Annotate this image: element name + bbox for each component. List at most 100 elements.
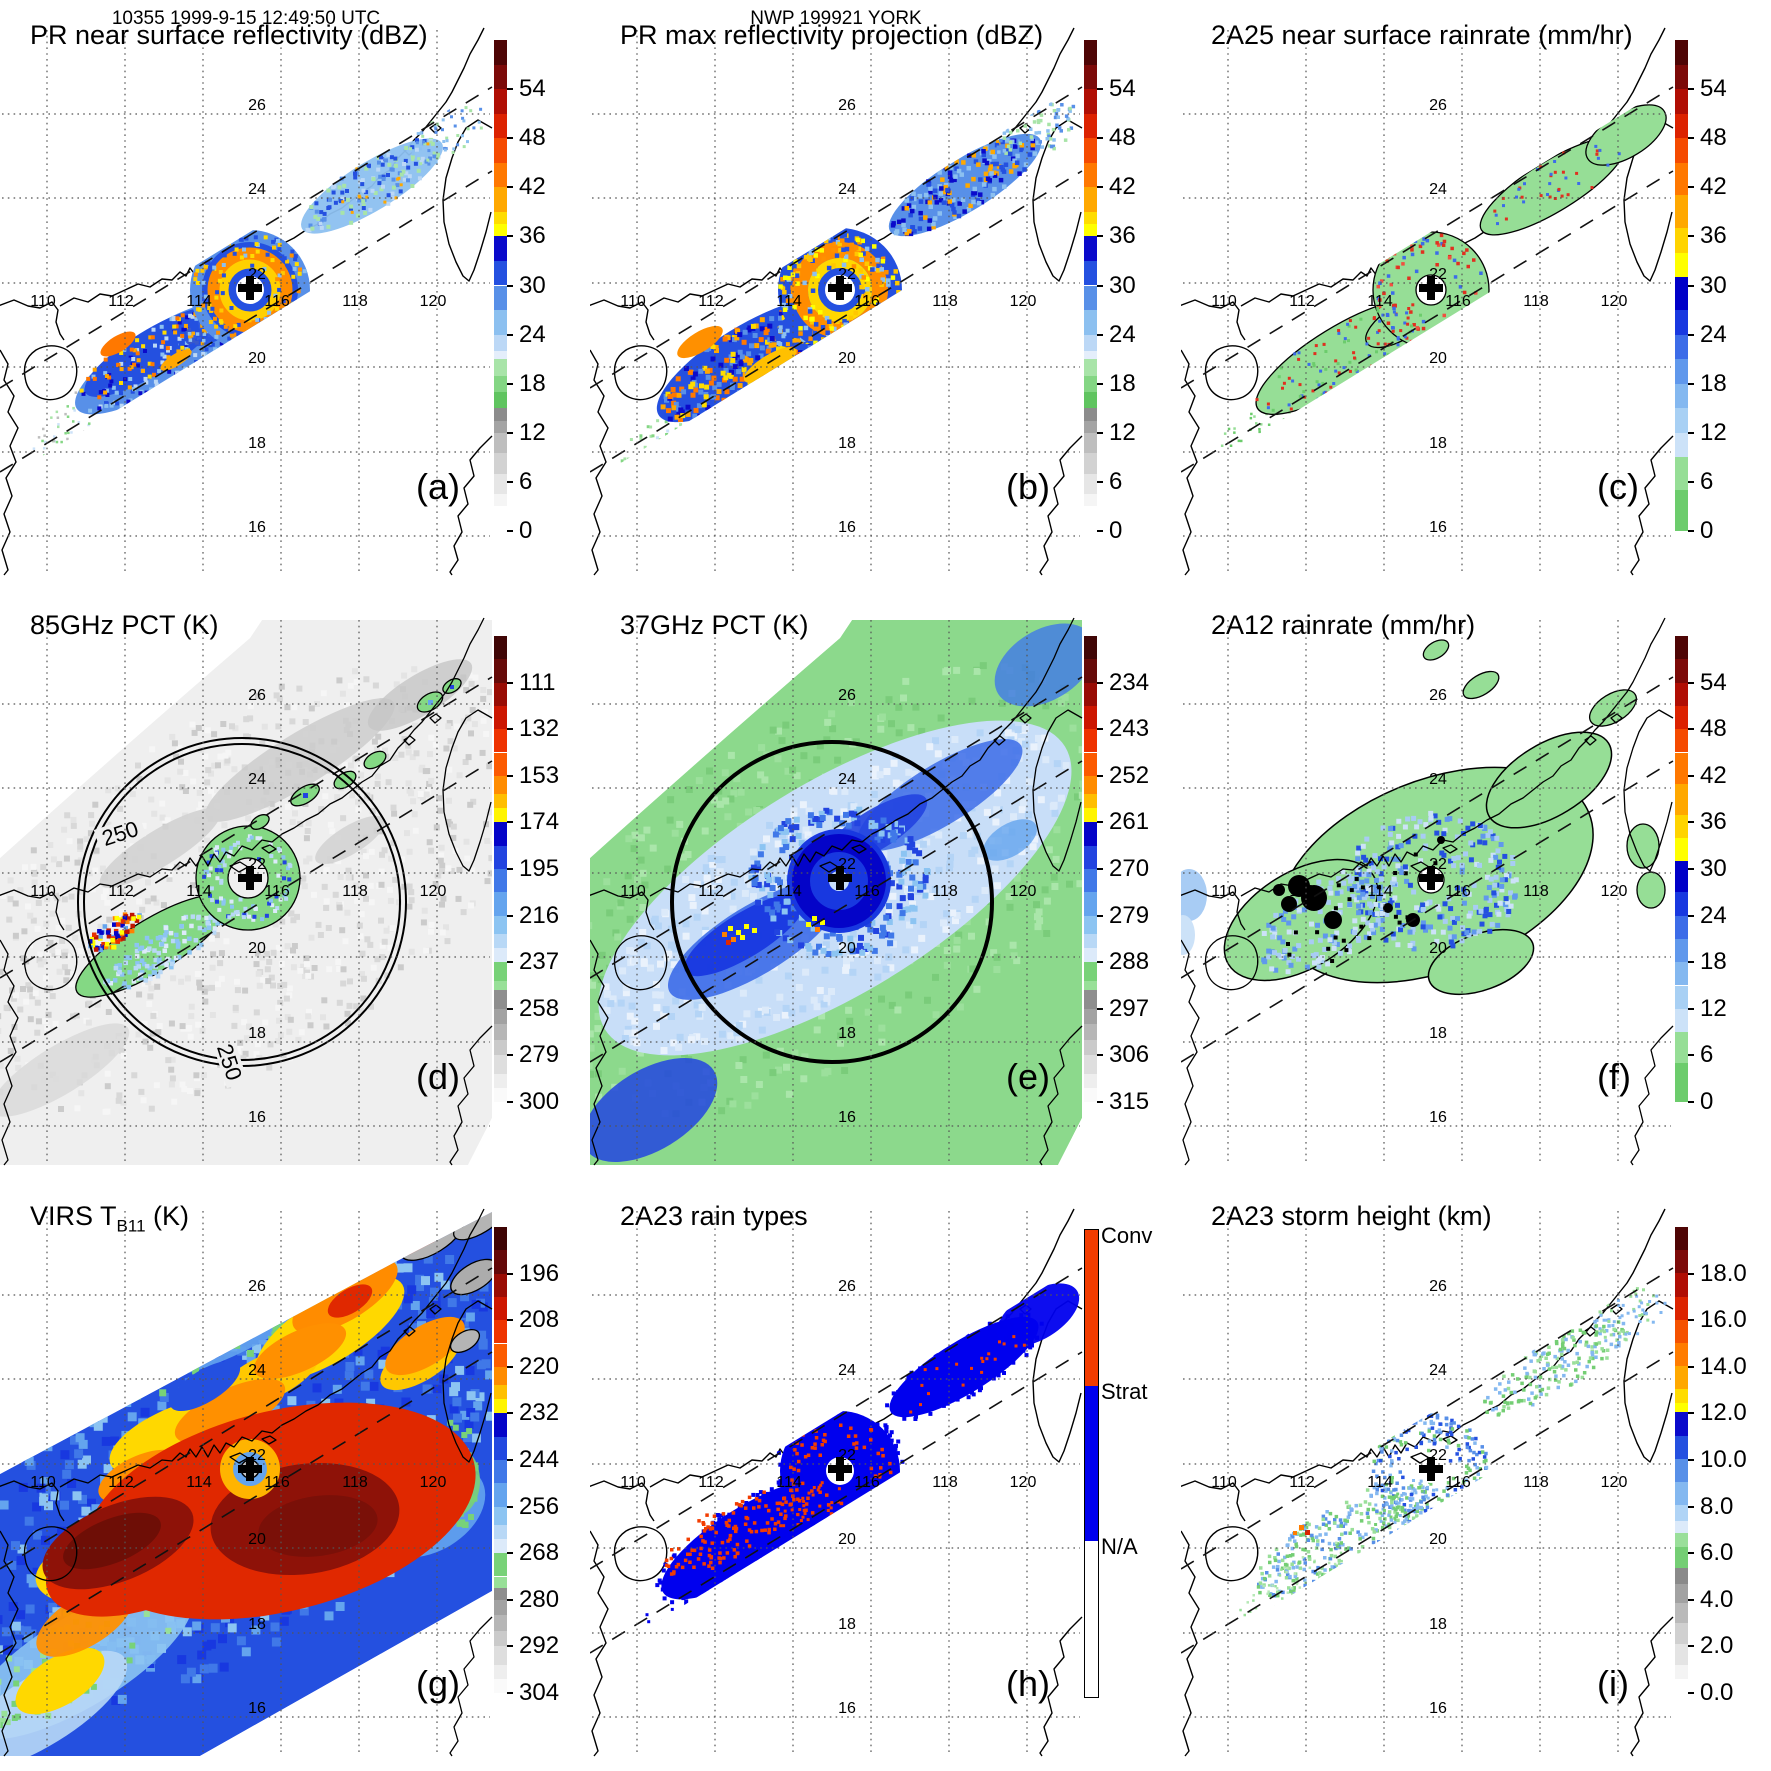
latitude-label: 24 xyxy=(248,1362,266,1379)
colorbar-tick-mark xyxy=(1097,728,1103,731)
coastline xyxy=(1584,735,1597,746)
coastline xyxy=(449,435,493,576)
colorbar-segment xyxy=(494,1436,507,1460)
coastline xyxy=(1032,709,1083,872)
colorbar-tick-label: 18 xyxy=(1700,948,1727,976)
colorbar-segment xyxy=(1084,40,1097,65)
colorbar-segment xyxy=(1084,89,1097,114)
colorbar-segment xyxy=(1084,506,1097,531)
colorbar-segment xyxy=(1675,1063,1688,1102)
colorbar-tick-mark xyxy=(1688,480,1694,483)
longitude-label: 116 xyxy=(264,1474,290,1491)
colorbar-segment xyxy=(494,334,507,351)
latitude-label: 16 xyxy=(838,519,856,536)
colorbar-tick-label: 300 xyxy=(519,1088,560,1115)
coastline xyxy=(590,939,609,1166)
colorbar-tick-label: 196 xyxy=(519,1259,560,1287)
colorbar-segment xyxy=(494,845,507,869)
colorbar-segment xyxy=(494,822,507,846)
colorbar-segment xyxy=(1675,814,1688,838)
longitude-label: 120 xyxy=(1601,1474,1628,1491)
longitude-label: 120 xyxy=(1601,883,1628,900)
colorbar-tick-label: 6 xyxy=(1109,467,1123,495)
colorbar-segment xyxy=(494,729,507,753)
colorbar-tick-label: 18 xyxy=(1109,369,1136,397)
colorbar-tick-mark xyxy=(1688,914,1694,917)
colorbar-bar xyxy=(1675,636,1688,1102)
swath-edge-line xyxy=(0,86,493,389)
colorbar-segment xyxy=(1084,962,1097,981)
coastline xyxy=(851,844,867,854)
colorbar-tick-label: 280 xyxy=(519,1585,560,1613)
coastline xyxy=(0,299,65,341)
latitude-label: 18 xyxy=(1429,1616,1447,1633)
panel-f: 26 24 22 20 18 16 110 112 114 116 118 120 2A12 rain… xyxy=(1181,590,1771,1180)
colorbar-tick-mark xyxy=(1688,1505,1694,1508)
colorbar-tick-mark xyxy=(1097,1101,1103,1103)
data-layer-f xyxy=(1181,639,1666,996)
longitude-label: 110 xyxy=(30,883,56,900)
swath-edge-line xyxy=(1181,676,1674,979)
colorbar-tick-mark xyxy=(1097,186,1103,189)
colorbar-segment xyxy=(1675,1665,1688,1680)
colorbar-segment xyxy=(494,350,507,360)
colorbar-tick-label: 54 xyxy=(1700,75,1727,103)
longitude-label: 114 xyxy=(186,883,212,900)
colorbar-tick-mark xyxy=(507,1645,513,1648)
coastline xyxy=(429,1304,442,1315)
colorbar-segment xyxy=(1084,375,1097,392)
data-layer-e xyxy=(590,620,1082,1165)
coastline xyxy=(429,123,442,134)
latitude-label: 20 xyxy=(1429,350,1447,367)
colorbar-segment xyxy=(1675,1032,1688,1064)
coastline xyxy=(1442,844,1458,854)
coastline xyxy=(1032,119,1083,282)
panel-d-letter: (d) xyxy=(416,1056,460,1097)
colorbar-segment xyxy=(1675,1403,1688,1413)
panel-g-letter: (g) xyxy=(416,1663,460,1704)
colorbar-tick-mark xyxy=(507,284,513,287)
colorbar-tick-mark xyxy=(507,961,513,964)
latitude-label: 16 xyxy=(1429,1700,1447,1717)
colorbar-segment xyxy=(1084,1074,1097,1088)
colorbar-segment xyxy=(494,224,507,237)
coastline xyxy=(23,935,78,991)
storm-center-cross xyxy=(238,1457,262,1481)
storm-center-cross xyxy=(1419,276,1443,300)
longitude-label: 110 xyxy=(1211,883,1237,900)
latitude-label: 26 xyxy=(1429,687,1447,704)
colorbar-segment xyxy=(1084,980,1097,991)
colorbar-segment xyxy=(494,1399,507,1414)
latitude-label: 16 xyxy=(1429,1109,1447,1126)
colorbar-segment xyxy=(1675,636,1688,660)
colorbar-tick-label: 24 xyxy=(1700,320,1727,348)
colorbar-segment xyxy=(494,1506,507,1526)
coastline xyxy=(1181,939,1200,1166)
swath-edge-line xyxy=(0,1351,493,1654)
swath-edge-line xyxy=(0,760,493,1063)
colorbar-segment xyxy=(494,506,507,531)
panel-a-title: PR near surface reflectivity (dBZ) xyxy=(30,20,428,50)
colorbar-segment xyxy=(1675,1602,1688,1624)
colorbar-segment xyxy=(494,113,507,139)
colorbar-segment xyxy=(494,705,507,730)
longitude-label: 118 xyxy=(932,293,958,310)
storm-center-cross xyxy=(1419,866,1443,890)
colorbar-tick-mark xyxy=(1688,1645,1694,1648)
colorbar-tick-label: 12 xyxy=(1700,994,1727,1022)
colorbar-tick-label: 18.0 xyxy=(1700,1259,1747,1287)
colorbar-segment xyxy=(1084,350,1097,360)
coastline xyxy=(1181,299,1246,341)
latitude-label: 20 xyxy=(838,940,856,957)
latitude-label: 24 xyxy=(248,771,266,788)
latitude-label: 24 xyxy=(838,1362,856,1379)
colorbar-tick-label: 36 xyxy=(519,222,546,250)
colorbar-segment xyxy=(1675,659,1688,683)
colorbar-segment xyxy=(1675,892,1688,916)
colorbar-segment xyxy=(494,869,507,893)
colorbar-segment xyxy=(494,408,507,421)
longitude-label: 114 xyxy=(776,883,802,900)
colorbar-tick-label: 30 xyxy=(519,271,546,299)
